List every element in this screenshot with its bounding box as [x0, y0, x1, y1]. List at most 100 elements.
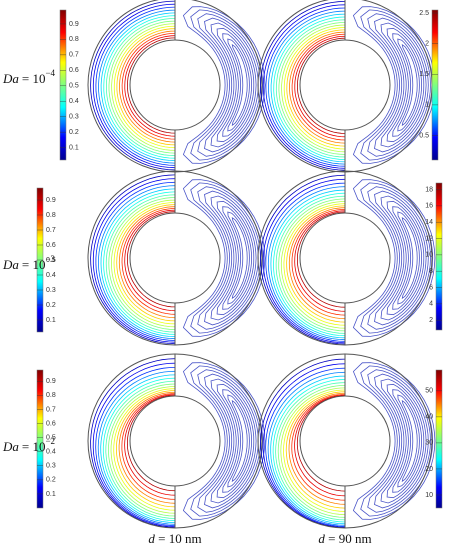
isotherm: [267, 371, 346, 526]
streamline: [367, 13, 431, 157]
isotherm: [113, 388, 176, 511]
inner-wall: [129, 39, 221, 131]
isotherm: [106, 18, 176, 157]
isotherm: [95, 6, 176, 166]
contour-panel: [257, 353, 436, 529]
isotherm: [270, 13, 346, 163]
isotherm: [288, 392, 346, 505]
isotherm: [92, 3, 176, 169]
isotherm: [95, 367, 176, 526]
streamline: [352, 362, 436, 520]
isotherm: [262, 178, 346, 344]
isotherm: [289, 31, 346, 144]
isotherm: [265, 182, 346, 342]
colorbar-tick-label: 10: [425, 252, 433, 259]
streamline: [397, 38, 420, 132]
colorbar: [435, 182, 443, 331]
d-symbol: d: [148, 531, 155, 546]
colorbar-tick-label: 8: [429, 268, 433, 275]
isotherm: [260, 1, 346, 171]
isotherm: [116, 204, 176, 322]
streamline: [367, 369, 431, 513]
isotherm: [273, 16, 346, 160]
streamline: [204, 190, 259, 326]
colorbar-tick-label: 2: [429, 317, 433, 324]
isotherm: [97, 370, 176, 525]
isotherm: [294, 394, 346, 497]
streamline: [231, 399, 248, 483]
isotherm: [291, 33, 346, 141]
da-exponent: −2: [45, 436, 55, 446]
d-value: = 10 nm: [155, 531, 202, 546]
colorbar-tick-label: 0.3: [46, 287, 56, 294]
da-equals: = 10: [22, 71, 46, 86]
isotherm: [268, 10, 346, 165]
isotherm: [262, 4, 346, 169]
streamline: [182, 179, 266, 337]
streamline: [222, 389, 253, 493]
isotherm: [100, 188, 176, 337]
streamline: [222, 206, 253, 310]
isotherm: [121, 393, 176, 500]
colorbar-tick-label: 0.6: [69, 67, 79, 74]
inner-wall: [299, 395, 391, 487]
streamline: [210, 195, 257, 321]
streamline: [386, 200, 425, 316]
colorbar-tick-label: 0.8: [46, 212, 56, 219]
colorbar-tick-label: 50: [425, 388, 433, 395]
streamline: [352, 179, 436, 337]
isotherm: [118, 206, 176, 319]
colorbar-tick-label: 40: [425, 414, 433, 421]
isotherm: [281, 24, 346, 153]
isotherm: [110, 199, 176, 328]
colorbar: [431, 9, 439, 161]
streamline: [204, 373, 259, 509]
colorbar-tick-label: 0.2: [46, 302, 56, 309]
row-label: Da = 10−4: [2, 68, 56, 86]
isotherm: [124, 35, 176, 137]
streamline: [216, 27, 255, 143]
isotherm: [92, 362, 176, 528]
isotherm: [272, 379, 346, 523]
da-equals: = 10: [22, 439, 46, 454]
colorbar-tick-label: 0.2: [46, 477, 56, 484]
colorbar-tick-label: 12: [425, 235, 433, 242]
streamline: [216, 200, 255, 316]
isotherm: [108, 197, 176, 330]
streamline: [386, 383, 425, 499]
colorbar-tick-label: 0.8: [69, 36, 79, 43]
da-equals: = 10: [22, 257, 46, 272]
contour-panel: [257, 0, 436, 173]
streamline: [231, 216, 248, 300]
isotherm: [262, 363, 346, 528]
isotherm: [98, 9, 176, 164]
streamline: [392, 206, 423, 310]
colorbar-tick-label: 2.5: [419, 10, 429, 17]
column-label: d = 90 nm: [318, 531, 371, 546]
streamline: [367, 186, 431, 330]
colorbar-tick-label: 0.5: [419, 132, 429, 139]
streamline: [380, 22, 427, 148]
contour-panel: [257, 170, 436, 346]
colorbar-tick-label: 0.9: [69, 21, 79, 28]
streamline: [210, 22, 257, 148]
colorbar-tick-label: 18: [425, 186, 433, 193]
colorbar-tick-label: 0.4: [46, 449, 56, 456]
isotherm: [90, 174, 176, 345]
colorbar-tick-label: 0.9: [46, 197, 56, 204]
isotherm: [116, 28, 176, 146]
colorbar-tick-label: 0.4: [69, 98, 79, 105]
colorbar: [59, 9, 67, 161]
isotherm: [124, 394, 176, 496]
isotherm: [296, 37, 346, 134]
colorbar-tick-label: 0.4: [46, 272, 56, 279]
isotherm: [127, 211, 176, 308]
isotherm: [105, 380, 176, 519]
streamline: [182, 362, 266, 520]
streamline: [227, 394, 250, 488]
colorbar-tick-label: 0.1: [69, 144, 79, 151]
isotherm: [111, 23, 176, 151]
inner-wall: [299, 39, 391, 131]
colorbar: [435, 369, 443, 509]
isotherm: [275, 19, 346, 158]
